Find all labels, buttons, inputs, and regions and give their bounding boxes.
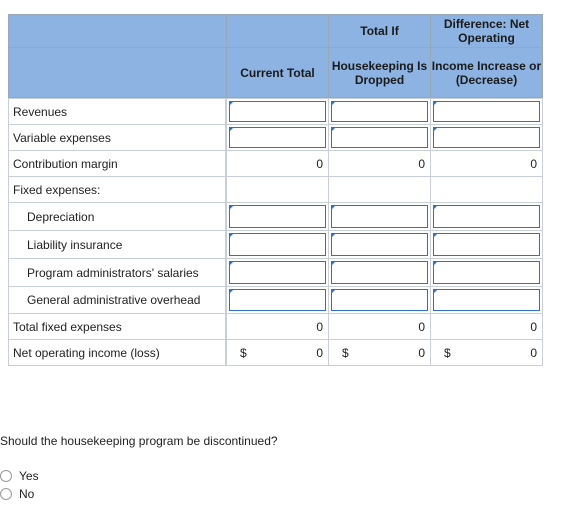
value-current-contribution-margin: 0 <box>316 156 323 171</box>
cell-diff-program-admin-salaries <box>430 259 543 287</box>
cell-dropped-variable-expenses <box>328 125 431 151</box>
cell-dropped-liability-insurance <box>328 231 431 259</box>
cell-dropped-contribution-margin: 0 <box>328 151 431 177</box>
row-label-fixed-expenses: Fixed expenses: <box>8 177 226 203</box>
cell-current-net-operating-income: $0 <box>226 340 329 366</box>
header-difference: Difference: Net Operating <box>430 14 543 48</box>
input-dropped-general-admin-overhead[interactable] <box>331 289 428 311</box>
input-current-program-admin-salaries[interactable] <box>229 261 326 284</box>
input-current-general-admin-overhead[interactable] <box>229 289 326 311</box>
input-current-liability-insurance[interactable] <box>229 233 326 256</box>
cell-current-total-fixed-expenses: 0 <box>226 314 329 340</box>
row-label-variable-expenses: Variable expenses <box>8 125 226 151</box>
input-dropped-depreciation[interactable] <box>331 205 428 228</box>
input-diff-liability-insurance[interactable] <box>433 233 540 256</box>
cell-dropped-total-fixed-expenses: 0 <box>328 314 431 340</box>
input-diff-general-admin-overhead[interactable] <box>433 289 540 311</box>
input-dropped-revenues[interactable] <box>331 101 428 122</box>
value-diff-total-fixed-expenses: 0 <box>530 319 537 334</box>
cell-dropped-fixed-expenses <box>328 177 431 203</box>
option-yes[interactable]: Yes <box>0 469 39 483</box>
dollar-sign: $ <box>444 345 451 360</box>
row-label-liability-insurance: Liability insurance <box>8 231 226 259</box>
row-label-total-fixed-expenses: Total fixed expenses <box>8 314 226 340</box>
cell-current-program-admin-salaries <box>226 259 329 287</box>
cell-current-fixed-expenses <box>226 177 329 203</box>
cell-diff-general-admin-overhead <box>430 287 543 314</box>
cell-dropped-depreciation <box>328 203 431 231</box>
cell-dropped-net-operating-income: $0 <box>328 340 431 366</box>
option-yes-label: Yes <box>19 469 39 483</box>
row-label-program-admin-salaries: Program administrators' salaries <box>8 259 226 287</box>
cell-dropped-program-admin-salaries <box>328 259 431 287</box>
input-dropped-program-admin-salaries[interactable] <box>331 261 428 284</box>
cell-diff-revenues <box>430 98 543 125</box>
cell-diff-variable-expenses <box>430 125 543 151</box>
input-diff-program-admin-salaries[interactable] <box>433 261 540 284</box>
option-no-label: No <box>19 487 35 501</box>
dollar-sign: $ <box>240 345 247 360</box>
question-text: Should the housekeeping program be disco… <box>0 434 278 448</box>
row-label-general-admin-overhead: General administrative overhead <box>8 287 226 314</box>
input-diff-variable-expenses[interactable] <box>433 127 540 148</box>
radio-no[interactable] <box>0 488 12 500</box>
header-income-increase: Income Increase or (Decrease) <box>430 47 543 98</box>
value-dropped-contribution-margin: 0 <box>418 156 425 171</box>
cell-current-contribution-margin: 0 <box>226 151 329 177</box>
input-diff-revenues[interactable] <box>433 101 540 122</box>
value-diff-net-operating-income: 0 <box>530 345 537 360</box>
cell-dropped-general-admin-overhead <box>328 287 431 314</box>
input-dropped-variable-expenses[interactable] <box>331 127 428 148</box>
radio-yes[interactable] <box>0 470 12 482</box>
header-blank-top <box>8 14 227 48</box>
cell-current-revenues <box>226 98 329 125</box>
header-housekeeping-dropped: Housekeeping Is Dropped <box>328 47 431 98</box>
cell-current-liability-insurance <box>226 231 329 259</box>
row-label-depreciation: Depreciation <box>8 203 226 231</box>
row-label-contribution-margin: Contribution margin <box>8 151 226 177</box>
cell-dropped-revenues <box>328 98 431 125</box>
header-blank-bottom <box>8 47 227 98</box>
header-current-total: Current Total <box>226 47 329 98</box>
row-label-revenues: Revenues <box>8 98 226 125</box>
value-dropped-total-fixed-expenses: 0 <box>418 319 425 334</box>
header-current-blank <box>226 14 329 48</box>
dollar-sign: $ <box>342 345 349 360</box>
value-diff-contribution-margin: 0 <box>530 156 537 171</box>
value-current-total-fixed-expenses: 0 <box>316 319 323 334</box>
cell-current-general-admin-overhead <box>226 287 329 314</box>
header-total-if: Total If <box>328 14 431 48</box>
input-current-revenues[interactable] <box>229 101 326 122</box>
cell-current-depreciation <box>226 203 329 231</box>
cell-diff-total-fixed-expenses: 0 <box>430 314 543 340</box>
cell-diff-contribution-margin: 0 <box>430 151 543 177</box>
cell-diff-net-operating-income: $0 <box>430 340 543 366</box>
option-no[interactable]: No <box>0 487 34 501</box>
value-current-net-operating-income: 0 <box>316 345 323 360</box>
input-current-depreciation[interactable] <box>229 205 326 228</box>
input-diff-depreciation[interactable] <box>433 205 540 228</box>
row-label-net-operating-income: Net operating income (loss) <box>8 340 226 366</box>
value-dropped-net-operating-income: 0 <box>418 345 425 360</box>
input-dropped-liability-insurance[interactable] <box>331 233 428 256</box>
cell-diff-liability-insurance <box>430 231 543 259</box>
cell-diff-fixed-expenses <box>430 177 543 203</box>
cell-current-variable-expenses <box>226 125 329 151</box>
input-current-variable-expenses[interactable] <box>229 127 326 148</box>
cell-diff-depreciation <box>430 203 543 231</box>
